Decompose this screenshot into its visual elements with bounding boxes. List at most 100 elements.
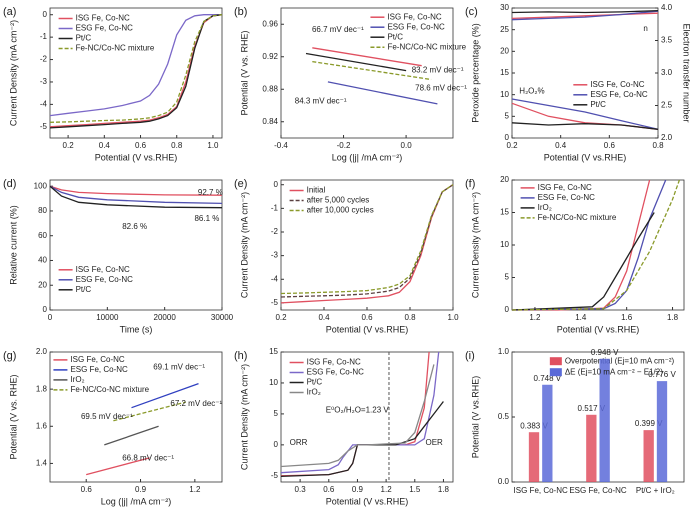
series-line xyxy=(305,52,407,72)
series-line xyxy=(280,364,435,468)
x-tick-label: 0.6 xyxy=(81,485,93,494)
y-tick-label: 20 xyxy=(38,280,47,289)
y-tick-label: 2.0 xyxy=(36,347,48,356)
y-axis-label: Relative current (%) xyxy=(8,205,18,285)
x-tick-label: 1.6 xyxy=(621,313,633,322)
annotation: ORR xyxy=(290,438,308,447)
legend-label: ISG Fe, Co-NC xyxy=(76,14,130,23)
y2-tick-label: 4.0 xyxy=(661,3,673,12)
series-line xyxy=(49,185,223,196)
legend-label: Initial xyxy=(307,186,326,195)
y-tick-label: -3 xyxy=(271,251,279,260)
value-label: 0.776 V xyxy=(648,370,676,379)
y-tick-label: 1.4 xyxy=(36,459,48,468)
legend-label: ISG Fe, Co-NC xyxy=(70,355,124,364)
x-tick-label: 0.3 xyxy=(295,485,307,494)
legend-label: ISG Fe, Co-NC xyxy=(590,80,644,89)
annotation: 78.6 mV dec⁻¹ xyxy=(415,84,467,93)
series-line xyxy=(280,184,454,298)
y-tick-label: 1.8 xyxy=(36,384,48,393)
series-line xyxy=(49,14,222,117)
series-line xyxy=(113,401,186,422)
annotation: 67.2 mV dec⁻¹ xyxy=(170,399,222,408)
y-tick-label: 1.0 xyxy=(498,347,510,356)
legend-label: ESG Fe, Co-NC xyxy=(76,275,134,284)
annotation: 69.1 mV dec⁻¹ xyxy=(153,363,205,372)
plot-frame xyxy=(280,7,454,139)
y-tick-label: 0 xyxy=(274,440,279,449)
y-axis-label: Peroxide percentage (%) xyxy=(470,23,480,123)
plot-frame xyxy=(511,7,659,139)
x-tick-label: 0.6 xyxy=(323,485,335,494)
x-tick-label: -0.4 xyxy=(274,141,288,150)
y-tick-label: 10 xyxy=(500,90,509,99)
x-tick-label: -0.2 xyxy=(337,141,351,150)
panel-label: (h) xyxy=(234,350,247,362)
x-tick-label: 0.6 xyxy=(135,141,147,150)
y-tick-label: 15 xyxy=(500,68,509,77)
x-axis-label: Potential (V vs.RHE) xyxy=(557,324,640,334)
series-line xyxy=(511,98,659,130)
legend-label: ESG Fe, Co-NC xyxy=(590,90,648,99)
y-tick-label: -5 xyxy=(40,122,48,131)
legend-label: ISG Fe, Co-NC xyxy=(307,358,361,367)
legend-label: ESG Fe, Co-NC xyxy=(76,24,134,33)
y-axis-label: Potential (V vs. RHE) xyxy=(8,374,18,459)
bar xyxy=(586,414,597,482)
annotation: 86.1 % xyxy=(194,214,219,223)
legend-label: ESG Fe, Co-NC xyxy=(70,365,128,374)
value-label: 0.383 V xyxy=(520,421,548,430)
annotation: 83.2 mV dec⁻¹ xyxy=(412,66,464,75)
bar xyxy=(542,384,553,482)
x-axis-label: Log (|j| /mA cm⁻²) xyxy=(332,152,402,162)
annotation: 69.5 mV dec⁻¹ xyxy=(81,412,133,421)
plot-frame xyxy=(49,351,223,483)
y-tick-label: 0 xyxy=(43,10,48,19)
series-line-y2 xyxy=(511,10,659,21)
x-tick-label: 0.0 xyxy=(401,141,413,150)
x-tick-label: 1.2 xyxy=(381,485,393,494)
legend-label: Fe-NC/Co-NC mixture xyxy=(70,385,149,394)
legend-label: Pt/C xyxy=(387,32,403,41)
x-tick-label: 1.2 xyxy=(189,485,201,494)
value-label: 0.517 V xyxy=(578,404,606,413)
bar xyxy=(528,432,540,482)
y-tick-label: 40 xyxy=(38,256,47,265)
y-tick-label: -1 xyxy=(40,32,48,41)
y-tick-label: 20 xyxy=(500,46,509,55)
y-axis-label: Current Density (mA cm⁻²) xyxy=(470,192,480,298)
plot-frame xyxy=(280,351,454,483)
y-tick-label: 80 xyxy=(38,206,47,215)
x-axis-label: Potential (V vs.RHE) xyxy=(95,152,178,162)
x-tick-label: 0.2 xyxy=(506,141,518,150)
y-tick-label: 0 xyxy=(274,180,279,189)
series-line xyxy=(49,185,223,209)
annotation: 92.7 % xyxy=(198,188,223,197)
y-tick-label: 100 xyxy=(34,181,48,190)
y-tick-label: 0.96 xyxy=(262,19,278,28)
legend-label: ISG Fe, Co-NC xyxy=(387,12,441,21)
legend-label: IrO₂ xyxy=(307,388,321,397)
legend-label: ESG Fe, Co-NC xyxy=(387,22,445,31)
x-tick-label: 0.6 xyxy=(604,141,616,150)
y-tick-label: -5 xyxy=(271,298,279,307)
x-tick-label: Pt/C + IrO₂ xyxy=(636,486,675,495)
value-label: 0.399 V xyxy=(635,419,663,428)
y-tick-label: 5 xyxy=(505,111,510,120)
x-tick-label: ESG Fe, Co-NC xyxy=(569,486,627,495)
x-tick-label: 10000 xyxy=(96,313,119,322)
y-tick-label: -2 xyxy=(40,55,48,64)
annotation: 66.7 mV dec⁻¹ xyxy=(312,25,364,34)
y-tick-label: 0.84 xyxy=(262,117,278,126)
series-line xyxy=(104,425,159,446)
x-tick-label: 20000 xyxy=(154,313,177,322)
annotation: 66.8 mV dec⁻¹ xyxy=(122,454,174,463)
panel-label: (b) xyxy=(234,6,247,18)
series-line xyxy=(511,212,655,311)
y2-tick-label: 2.5 xyxy=(661,101,673,110)
y-tick-label: 5 xyxy=(505,273,510,282)
y-tick-label: 0.92 xyxy=(262,52,278,61)
y-tick-label: 30 xyxy=(500,3,509,12)
legend-label: ESG Fe, Co-NC xyxy=(538,193,596,202)
legend-label: Fe-NC/Co-NC mixture xyxy=(76,44,155,53)
